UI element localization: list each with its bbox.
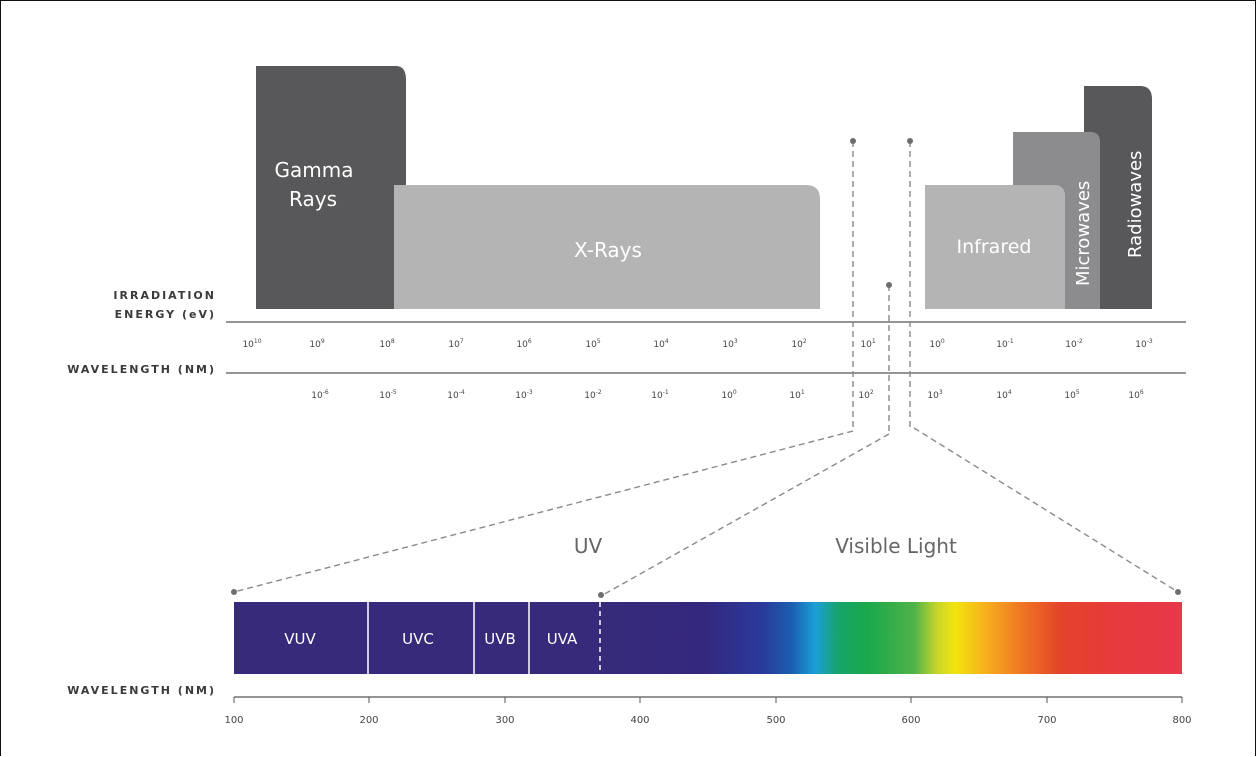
energy-tick: 10-1 — [996, 338, 1014, 350]
energy-axis-label-1: IRRADIATION — [113, 289, 216, 302]
wavelength-tick: 10-4 — [447, 389, 465, 401]
wavelength-tick: 104 — [996, 389, 1011, 401]
energy-tick: 101 — [860, 338, 875, 350]
wavelength-tick: 10-2 — [584, 389, 602, 401]
energy-tick: 10-3 — [1135, 338, 1153, 350]
energy-tick: 103 — [722, 338, 737, 350]
nm-tick-label: 700 — [1037, 715, 1056, 726]
gamma-rays-label-2: Rays — [289, 187, 337, 211]
nm-tick-label: 400 — [630, 715, 649, 726]
wavelength-tick: 102 — [858, 389, 873, 401]
infrared-band: Infrared — [925, 185, 1065, 309]
energy-tick: 107 — [448, 338, 463, 350]
x-rays-label: X-Rays — [574, 238, 642, 262]
vuv-band-label: VUV — [284, 630, 316, 648]
spectrum-bar: VUV UVC UVB UVA — [234, 602, 1182, 674]
energy-tick: 104 — [653, 338, 668, 350]
energy-tick: 1010 — [242, 338, 261, 350]
energy-tick: 106 — [516, 338, 531, 350]
energy-tick: 109 — [309, 338, 324, 350]
wavelength-axis-label-bottom: WAVELENGTH (NM) — [67, 684, 216, 697]
microwaves-band: Microwaves — [1013, 132, 1100, 309]
wavelength-tick: 101 — [789, 389, 804, 401]
region-markers — [233, 141, 1179, 597]
x-rays-band: X-Rays — [394, 185, 820, 309]
energy-tick: 10-2 — [1065, 338, 1083, 350]
uvb-band-label: UVB — [484, 630, 516, 648]
wavelength-tick: 100 — [721, 389, 736, 401]
wavelength-tick: 10-3 — [515, 389, 533, 401]
infrared-label: Infrared — [957, 236, 1032, 258]
gamma-rays-band: Gamma Rays — [256, 66, 406, 309]
energy-tick: 105 — [585, 338, 600, 350]
energy-tick: 102 — [791, 338, 806, 350]
wavelength-tick: 106 — [1128, 389, 1143, 401]
visible-light-label: Visible Light — [835, 534, 957, 558]
energy-tick: 100 — [929, 338, 944, 350]
radiowaves-band: Radiowaves — [1084, 86, 1152, 309]
wavelength-tick: 10-5 — [379, 389, 397, 401]
nm-tick-label: 800 — [1172, 715, 1191, 726]
nm-tick-label: 600 — [901, 715, 920, 726]
wavelength-axis-label-top: WAVELENGTH (NM) — [67, 363, 216, 376]
wavelength-tick: 10-6 — [311, 389, 329, 401]
energy-ticks: 1010 109 108 107 106 105 104 103 102 101… — [242, 338, 1152, 350]
uv-region-label: UV — [574, 534, 603, 558]
marker-dots — [231, 138, 1181, 598]
nm-tick-label: 500 — [766, 715, 785, 726]
gamma-rays-label-1: Gamma — [275, 158, 354, 182]
uvc-band-label: UVC — [402, 630, 434, 648]
nm-axis: 100 200 300 400 500 600 700 800 — [224, 696, 1192, 726]
wavelength-tick: 10-1 — [651, 389, 669, 401]
wavelength-tick: 105 — [1064, 389, 1079, 401]
uva-band-label: UVA — [547, 630, 578, 648]
wavelength-tick: 103 — [927, 389, 942, 401]
wavelength-ticks: 10-6 10-5 10-4 10-3 10-2 10-1 100 101 10… — [311, 389, 1144, 401]
energy-axis-label-2: ENERGY (eV) — [115, 308, 216, 321]
energy-tick: 108 — [379, 338, 394, 350]
microwaves-label: Microwaves — [1073, 181, 1094, 286]
nm-tick-label: 100 — [224, 715, 243, 726]
nm-tick-label: 200 — [359, 715, 378, 726]
radiowaves-label: Radiowaves — [1125, 151, 1146, 258]
nm-tick-label: 300 — [495, 715, 514, 726]
